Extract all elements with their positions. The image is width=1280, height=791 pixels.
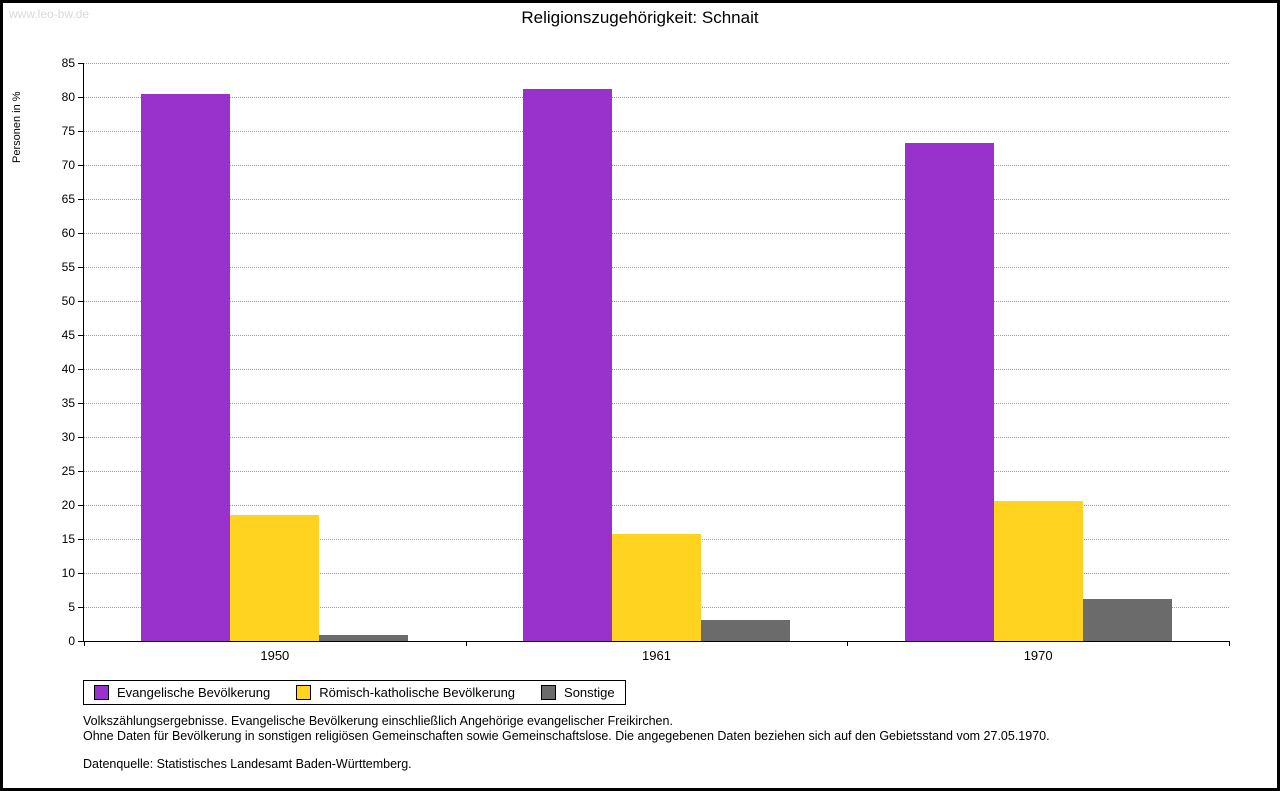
- legend-swatch: [296, 685, 312, 700]
- y-tick-label: 60: [61, 226, 75, 240]
- x-tick-mark: [84, 641, 85, 646]
- watermark: www.leo-bw.de: [9, 7, 90, 21]
- footnote-line-1: Volkszählungsergebnisse. Evangelische Be…: [83, 714, 673, 728]
- y-tick-mark: [78, 301, 83, 302]
- y-tick-mark: [78, 199, 83, 200]
- gridline: [84, 233, 1229, 234]
- x-tick-mark: [465, 641, 467, 646]
- y-tick-mark: [78, 403, 83, 404]
- y-tick-mark: [78, 641, 83, 642]
- y-tick-mark: [78, 335, 83, 336]
- y-tick-mark: [78, 131, 83, 132]
- legend-swatch: [94, 685, 109, 700]
- y-tick-mark: [78, 573, 83, 574]
- y-tick-label: 5: [68, 600, 75, 614]
- gridline: [84, 335, 1229, 336]
- gridline: [84, 437, 1229, 438]
- y-tick-mark: [78, 63, 83, 64]
- bar-1950-series-2: [230, 514, 320, 641]
- category-label: 1950: [260, 648, 290, 663]
- bar-1961-series-2: [612, 533, 701, 641]
- y-tick-label: 0: [68, 634, 75, 648]
- y-tick-label: 30: [61, 430, 75, 444]
- y-tick-label: 20: [61, 498, 75, 512]
- gridline: [84, 199, 1229, 200]
- y-tick-label: 50: [61, 294, 75, 308]
- y-tick-label: 15: [61, 532, 75, 546]
- y-tick-mark: [78, 97, 83, 98]
- y-tick-mark: [78, 437, 83, 438]
- gridline: [84, 471, 1229, 472]
- gridline: [84, 63, 1229, 64]
- data-source-line: Datenquelle: Statistisches Landesamt Bad…: [83, 757, 412, 771]
- legend: Evangelische Bevölkerung Römisch-katholis…: [83, 680, 626, 705]
- y-tick-label: 65: [61, 192, 75, 206]
- y-tick-mark: [78, 471, 83, 472]
- legend-label: Römisch-katholische Bevölkerung: [319, 685, 516, 700]
- y-tick-mark: [78, 233, 83, 234]
- gridline: [84, 403, 1229, 404]
- legend-label: Evangelische Bevölkerung: [117, 685, 271, 700]
- category-label: 1970: [1023, 648, 1053, 663]
- y-tick-mark: [78, 369, 83, 370]
- gridline: [84, 131, 1229, 132]
- footnote-line-2: Ohne Daten für Bevölkerung in sonstigen …: [83, 729, 1050, 743]
- bar-1970-series-1: [904, 143, 994, 641]
- y-tick-label: 40: [61, 362, 75, 376]
- gridline: [84, 301, 1229, 302]
- y-tick-label: 45: [61, 328, 75, 342]
- y-tick-mark: [78, 539, 83, 540]
- bar-1950-series-3: [319, 634, 409, 641]
- category-label: 1961: [642, 648, 671, 663]
- legend-item: Evangelische Bevölkerung: [94, 685, 270, 700]
- chart-title: Religionszugehörigkeit: Schnait: [521, 8, 759, 27]
- bar-1970-series-2: [993, 500, 1083, 641]
- y-tick-mark: [78, 505, 83, 506]
- gridline: [84, 505, 1229, 506]
- legend-swatch: [541, 685, 557, 700]
- y-tick-mark: [78, 607, 83, 608]
- gridline: [84, 97, 1229, 98]
- y-tick-label: 80: [61, 90, 75, 104]
- y-tick-mark: [78, 267, 83, 268]
- y-tick-label: 25: [61, 464, 75, 478]
- bar-1950-series-1: [141, 93, 231, 641]
- y-tick-label: 55: [61, 260, 75, 274]
- bar-1970-series-3: [1082, 598, 1172, 641]
- y-tick-mark: [78, 165, 83, 166]
- legend-label: Sonstige: [564, 685, 615, 700]
- gridline: [84, 369, 1229, 370]
- y-tick-label: 75: [61, 124, 75, 138]
- y-tick-label: 70: [61, 158, 75, 172]
- y-tick-label: 10: [61, 566, 75, 580]
- y-tick-label: 35: [61, 396, 75, 410]
- legend-item: Sonstige: [541, 685, 615, 700]
- gridline: [84, 267, 1229, 268]
- x-tick-mark: [847, 641, 849, 646]
- bar-1961-series-1: [523, 88, 612, 641]
- x-tick-mark: [1229, 641, 1230, 646]
- plot-area: 0 5 10 15 20 25 30 35 40 45 50 55 60 65 70 75 80 85 1950 19…: [62, 56, 1230, 663]
- footnotes: Volkszählungsergebnisse. Evangelische Be…: [83, 714, 1050, 772]
- y-axis-label: Personen in %: [11, 91, 23, 163]
- bar-1961-series-3: [701, 619, 790, 641]
- legend-item: Römisch-katholische Bevölkerung: [296, 685, 515, 700]
- y-tick-label: 85: [61, 56, 75, 70]
- gridline: [84, 165, 1229, 166]
